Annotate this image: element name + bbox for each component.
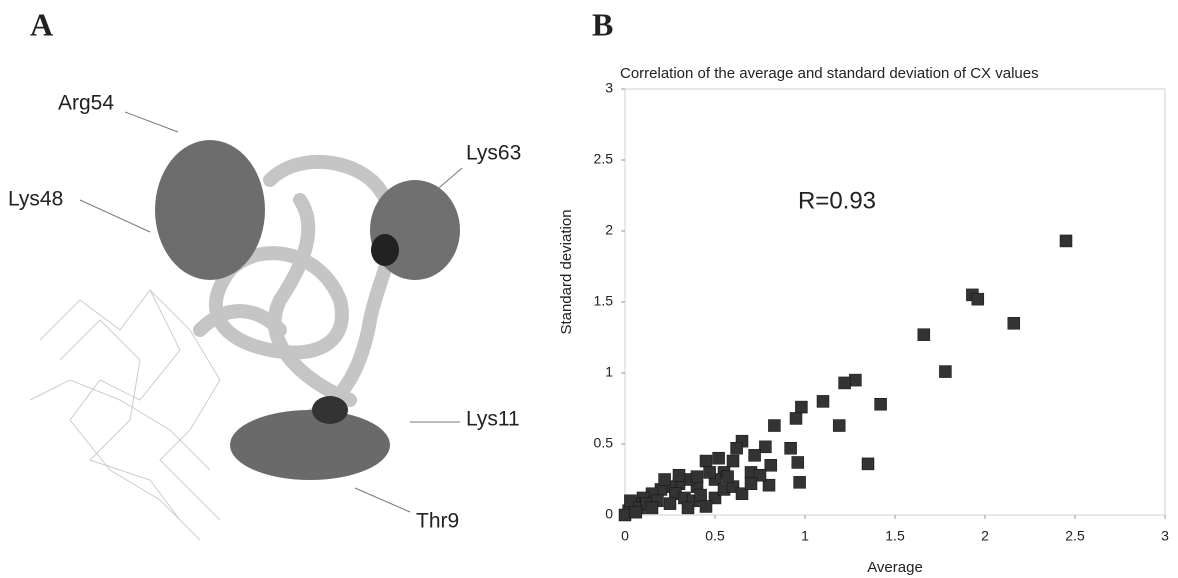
point [699, 454, 713, 468]
point [726, 454, 740, 468]
point [1007, 317, 1021, 330]
point [849, 373, 862, 387]
point [795, 400, 808, 414]
point [703, 466, 716, 479]
point [762, 478, 776, 492]
y-tick-label: 0.5 [594, 435, 614, 451]
chart-title: Correlation of the average and standard … [620, 65, 1039, 82]
y-tick-label: 0 [605, 506, 613, 522]
point [791, 456, 805, 469]
plot-frame [624, 88, 1166, 516]
point [784, 442, 797, 455]
point [690, 470, 704, 483]
x-tick-label: 3 [1161, 528, 1169, 544]
point [789, 412, 803, 425]
x-tick-label: 0.5 [705, 528, 725, 544]
point [744, 477, 758, 491]
point [832, 419, 846, 432]
protein-ensemble [29, 140, 460, 541]
residue-label: Lys48 [8, 188, 63, 211]
residue-label: Lys63 [466, 142, 521, 165]
point [917, 328, 931, 341]
leader-lines [79, 111, 463, 513]
x-tick-label: 2 [981, 528, 989, 544]
x-tick-label: 2.5 [1065, 528, 1085, 544]
point [712, 451, 725, 465]
point [645, 501, 659, 515]
y-axis-title: Standard deviation [558, 209, 575, 334]
residue-label: Arg54 [58, 92, 114, 115]
point [681, 501, 695, 515]
x-axis-title: Average [867, 559, 923, 576]
point [694, 488, 707, 502]
point [699, 500, 713, 513]
point [939, 365, 952, 378]
point [768, 419, 781, 432]
point [735, 487, 749, 500]
y-tick-label: 2 [605, 222, 613, 238]
x-tick-label: 0 [621, 528, 629, 544]
point [971, 292, 985, 306]
point [861, 457, 875, 471]
point [816, 395, 830, 408]
point [793, 476, 806, 489]
y-tick-label: 2.5 [594, 151, 614, 167]
point [874, 397, 887, 411]
point [1059, 234, 1073, 248]
point [658, 473, 671, 486]
point [764, 459, 778, 472]
point [838, 376, 851, 390]
point [748, 449, 761, 462]
y-tick-label: 1 [605, 364, 613, 380]
point [629, 505, 643, 519]
y-tick-label: 1.5 [594, 293, 614, 309]
point [663, 497, 677, 510]
panel-label: A [30, 6, 53, 42]
x-tick-label: 1 [801, 528, 809, 544]
point [672, 468, 686, 482]
y-tick-label: 3 [605, 80, 613, 96]
point [618, 508, 632, 522]
residue-label: Thr9 [416, 510, 459, 533]
point [721, 470, 734, 483]
annotation: R=0.93 [798, 187, 876, 214]
point [730, 442, 743, 455]
point [759, 440, 772, 454]
x-tick-label: 1.5 [885, 528, 905, 544]
panel-label: B [592, 6, 613, 42]
residue-label: Lys11 [466, 408, 520, 431]
